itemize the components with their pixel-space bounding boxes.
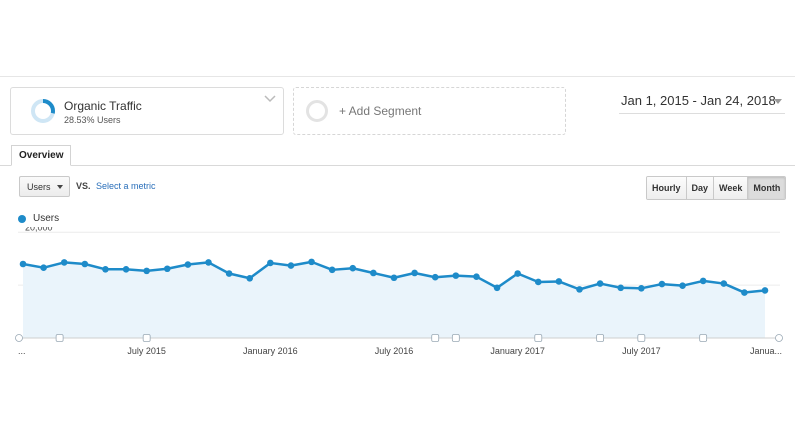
data-point — [473, 273, 480, 280]
chevron-down-icon[interactable] — [264, 94, 276, 104]
month-button[interactable]: Month — [748, 177, 786, 199]
data-point — [102, 265, 109, 273]
data-point — [390, 274, 398, 282]
annotation-handle-right — [775, 334, 783, 342]
data-point — [720, 280, 728, 287]
data-point — [534, 278, 542, 286]
data-point — [411, 269, 418, 277]
data-point — [225, 270, 233, 277]
annotation-marker — [596, 334, 605, 342]
data-point — [287, 262, 295, 269]
data-point — [370, 269, 377, 277]
granularity-toggle: Hourly Day Week Month — [646, 176, 787, 200]
segment-title: Organic Traffic — [64, 99, 142, 113]
data-point — [122, 265, 130, 273]
week-button[interactable]: Week — [714, 177, 749, 199]
day-button[interactable]: Day — [686, 177, 715, 199]
data-point — [741, 289, 748, 296]
x-tick-label: July 2016 — [375, 346, 414, 356]
annotation-marker — [431, 334, 440, 342]
data-point — [576, 286, 583, 293]
x-tick-label: Janua... — [750, 346, 782, 356]
metric-select[interactable]: Users — [19, 176, 70, 197]
annotation-marker — [55, 334, 64, 342]
data-point — [267, 259, 274, 267]
legend-users-label: Users — [33, 213, 60, 224]
data-point — [246, 274, 254, 282]
data-point — [617, 284, 625, 292]
vs-label: VS. — [76, 181, 91, 191]
x-tick-label: ... — [18, 346, 26, 356]
add-segment-button[interactable]: + Add Segment — [293, 87, 566, 135]
select-metric-link[interactable]: Select a metric — [96, 181, 156, 191]
data-point — [19, 260, 27, 268]
data-point — [40, 264, 47, 271]
tab-overview[interactable]: Overview — [11, 145, 72, 166]
annotation-marker — [534, 334, 543, 342]
annotation-marker — [451, 334, 460, 342]
segment-donut-icon — [31, 99, 55, 123]
y-tick-label: 20,000 — [25, 227, 53, 232]
data-point — [493, 284, 501, 292]
date-range-label: Jan 1, 2015 - Jan 24, 2018 — [621, 93, 776, 108]
x-tick-label: January 2017 — [490, 346, 545, 356]
data-point — [638, 285, 645, 292]
segment-subtitle: 28.53% Users — [64, 115, 121, 125]
segment-donut-arc — [31, 99, 55, 123]
data-point — [555, 278, 563, 285]
data-point — [328, 266, 336, 274]
x-tick-label: July 2017 — [622, 346, 661, 356]
date-range-picker[interactable]: Jan 1, 2015 - Jan 24, 2018 — [619, 91, 785, 114]
annotation-marker — [699, 334, 708, 342]
metric-select-value: Users — [27, 182, 51, 192]
data-point — [349, 264, 357, 272]
legend-users-dot — [18, 215, 26, 223]
data-point — [514, 270, 521, 277]
data-point — [699, 277, 707, 285]
series-users-area — [23, 261, 765, 338]
data-point — [308, 258, 315, 266]
annotation-marker — [142, 334, 151, 342]
data-point — [184, 261, 192, 268]
segment-card-organic-traffic[interactable]: Organic Traffic 28.53% Users — [10, 87, 284, 135]
hourly-button[interactable]: Hourly — [647, 177, 687, 199]
annotation-handle-left — [15, 334, 23, 342]
data-point — [431, 273, 439, 281]
x-tick-label: January 2016 — [243, 346, 298, 356]
data-point — [205, 259, 212, 266]
data-point — [658, 280, 666, 288]
data-point — [452, 272, 460, 279]
caret-down-icon — [774, 99, 782, 104]
data-point — [761, 287, 769, 294]
data-point — [163, 265, 171, 273]
tab-bar-divider — [0, 165, 795, 166]
caret-down-icon — [57, 185, 63, 189]
annotation-marker — [637, 334, 646, 342]
data-point — [143, 267, 150, 275]
data-point — [60, 259, 68, 266]
analytics-panel: Organic Traffic 28.53% Users + Add Segme… — [0, 76, 795, 362]
data-point — [596, 280, 604, 287]
data-point — [81, 260, 89, 268]
add-segment-circle-icon — [306, 100, 328, 122]
data-point — [679, 282, 686, 289]
x-tick-label: July 2015 — [127, 346, 166, 356]
add-segment-label: + Add Segment — [339, 104, 422, 118]
